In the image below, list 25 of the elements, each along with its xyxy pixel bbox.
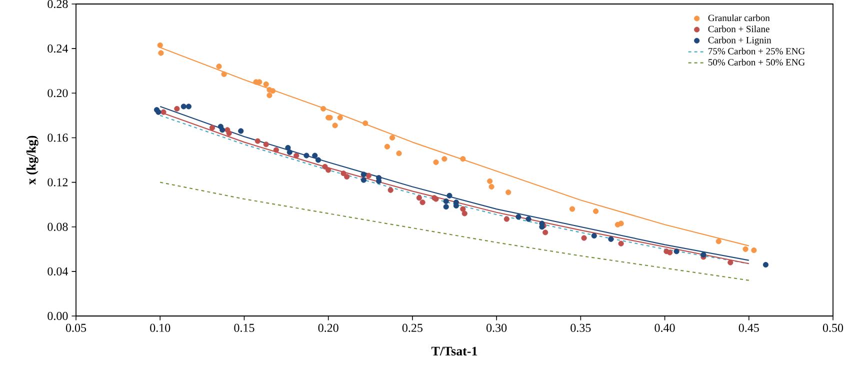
x-tick-label: 0.20 (318, 324, 338, 332)
y-tick-label: 0.20 (48, 89, 68, 98)
x-tick-label: 0.15 (234, 324, 254, 332)
y-tick-label: 0.08 (48, 222, 68, 231)
x-tick-label: 0.05 (66, 324, 86, 332)
x-tick-label: 0.35 (570, 324, 591, 332)
y-tick-label: 0.00 (48, 312, 68, 320)
y-tick-label: 0.28 (48, 0, 68, 8)
x-axis-title: T/Tsat-1 (431, 346, 478, 356)
y-tick-label: 0.24 (48, 44, 68, 53)
y-tick-label: 0.16 (48, 134, 68, 142)
legend-label: Carbon + Silane (708, 26, 770, 32)
y-tick-label: 0.12 (48, 178, 68, 186)
legend-label: 50% Carbon + 50% ENG (708, 58, 805, 66)
y-tick-label: 0.04 (48, 267, 68, 276)
x-tick-label: 0.30 (486, 324, 507, 332)
y-axis-title: x (kg/kg) (26, 136, 38, 185)
legend-label: 75% Carbon + 25% ENG (708, 48, 805, 54)
x-tick-label: 0.45 (738, 324, 759, 332)
legend-label: Granular carbon (708, 14, 770, 22)
x-tick-label: 0.40 (654, 324, 675, 332)
x-tick-label: 0.10 (150, 324, 170, 332)
legend-label: Carbon + Lignin (708, 36, 772, 46)
x-tick-label: 0.50 (822, 324, 844, 332)
x-tick-label: 0.25 (402, 324, 422, 332)
